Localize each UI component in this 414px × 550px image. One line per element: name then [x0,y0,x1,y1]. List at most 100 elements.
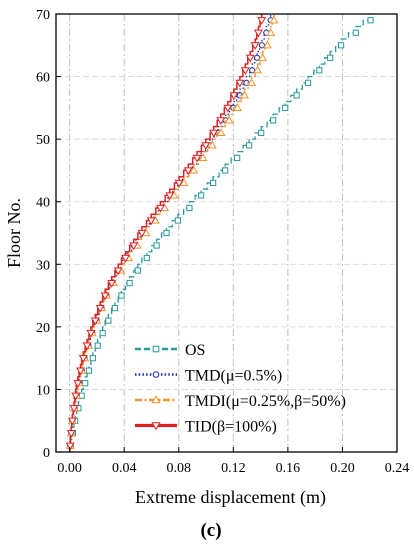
data-point [258,53,267,61]
data-point [234,154,241,162]
data-point [107,279,117,288]
data-point [201,142,211,150]
data-point [78,355,88,363]
data-point [266,28,276,36]
y-tick-label: 50 [36,133,50,148]
data-point [99,330,106,337]
data-point [224,115,234,124]
data-point [209,129,219,138]
y-axis-title: Floor No. [4,198,24,268]
data-point [240,90,249,99]
series-3 [65,14,267,452]
data-point [186,204,193,212]
axis-ticks: 0.00 0.04 0.08 0.12 0.16 0.20 0.24 0 10 20 30 40 50 6… [36,8,409,476]
data-point [95,304,105,313]
data-point [198,192,205,199]
legend: OS TMD(μ=0.5%) TMDI(μ=0.25%,β=50%) TID(β=10… [135,342,346,436]
data-point [253,29,263,38]
y-tick-label: 40 [36,196,50,211]
data-point [111,304,119,312]
data-point [113,267,123,276]
data-point [223,104,233,113]
data-point [232,103,242,111]
y-tick-label: 20 [36,321,50,336]
data-point [143,254,150,262]
y-tick-label: 60 [36,71,50,86]
data-point [293,92,300,99]
data-point [66,430,76,438]
y-tick-label: 10 [36,383,50,398]
y-tick-label: 70 [36,8,50,23]
grid-lines [56,14,398,452]
data-point [304,79,312,86]
data-point [367,17,374,24]
data-point [316,67,323,74]
data-point [146,217,156,226]
data-point [134,267,141,274]
data-point [89,355,96,362]
legend-label: TID(β=100%) [185,419,277,436]
x-tick-label: 0.20 [330,461,355,476]
data-point [189,165,199,174]
data-point [245,54,255,63]
data-point [222,167,229,174]
data-point [86,330,96,338]
series-layer [65,14,374,452]
x-tick-label: 0.12 [221,461,246,476]
data-point [90,317,100,326]
data-point [129,242,139,251]
data-point [105,317,112,324]
data-point [183,167,193,176]
legend-marker [152,371,160,378]
data-point [179,178,189,187]
data-point [253,65,263,74]
x-tick-label: 0.08 [167,461,192,476]
data-point [216,128,226,136]
data-point [69,405,79,413]
data-point [337,42,345,49]
legend-marker [151,395,161,404]
data-point [174,217,182,224]
data-point [67,417,77,426]
series-line [68,14,275,452]
data-point [210,179,217,187]
series-0 [67,14,374,452]
legend-label: OS [185,342,205,359]
data-point [165,192,175,201]
y-tick-label: 30 [36,258,50,273]
data-point [269,15,279,24]
data-point [247,78,257,86]
legend-label: TMDI(μ=0.25%,β=50%) [185,393,346,410]
data-point [192,154,202,163]
series-1 [67,14,274,452]
x-tick-label: 0.04 [112,461,137,476]
plot-frame [55,13,398,453]
data-point [246,142,253,149]
data-point [240,67,250,75]
legend-marker [152,345,160,353]
data-point [235,79,245,88]
data-point [250,42,260,50]
data-point [257,17,267,25]
data-point [156,204,165,213]
data-point [73,380,83,388]
x-axis-title: Extreme displacement (m) [135,487,326,508]
data-point [121,254,131,263]
data-point [82,342,92,351]
data-point [71,392,81,401]
data-point [327,54,334,61]
data-point [163,229,170,237]
data-point [85,367,93,374]
data-point [94,342,101,349]
data-point [249,67,256,74]
legend-marker [151,422,161,431]
data-point [198,153,208,162]
data-point [82,380,89,387]
data-point [216,117,226,125]
data-point [76,367,86,376]
data-point [137,229,147,238]
y-tick-label: 0 [43,446,50,461]
legend-label: TMD(μ=0.5%) [185,368,282,385]
x-tick-label: 0.00 [57,461,82,476]
